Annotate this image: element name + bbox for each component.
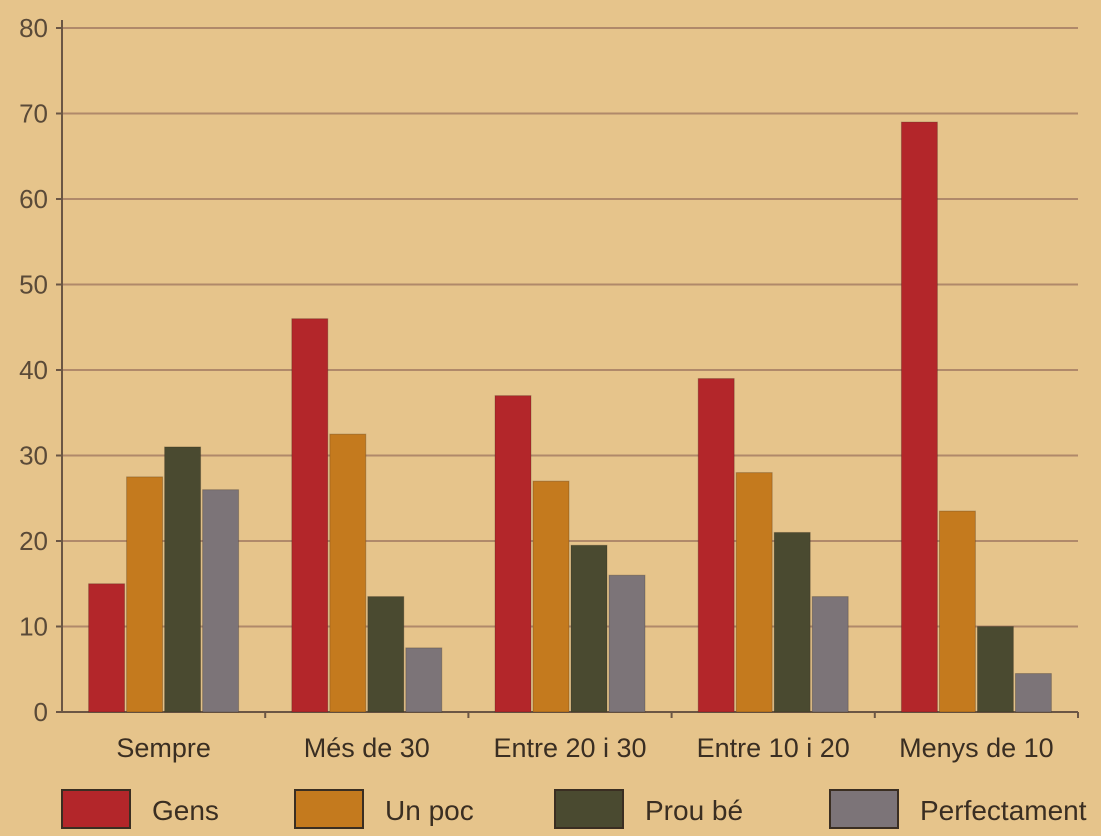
category-label: Menys de 10: [899, 733, 1054, 763]
y-tick-label: 40: [19, 355, 48, 385]
legend-label: Perfectament: [920, 795, 1087, 826]
bar-perfectament-2: [608, 574, 646, 713]
bar-prou-b--0: [164, 446, 202, 713]
bar-perfectament-3: [811, 596, 849, 713]
category-labels: Sempre Més de 30 Entre 20 i 30 Entre 10 i 2…: [116, 733, 1053, 763]
legend-swatch: [61, 789, 131, 829]
legend-label: Un poc: [385, 795, 474, 826]
bar-perfectament-1: [405, 647, 443, 713]
bar-un-poc-0: [126, 476, 164, 713]
bar-prou-b--2: [570, 544, 608, 713]
y-tick-label: 20: [19, 526, 48, 556]
category-label: Més de 30: [304, 733, 430, 763]
bar-perfectament-0: [202, 489, 240, 713]
bar-gens-2: [494, 395, 532, 713]
legend-label: Prou bé: [645, 795, 743, 826]
legend-item: Un poc: [294, 789, 474, 829]
legend-item: Prou bé: [554, 789, 743, 829]
y-tick-label: 80: [19, 13, 48, 43]
category-label: Sempre: [116, 733, 211, 763]
legend-swatch: [294, 789, 364, 829]
bar-gens-4: [900, 121, 938, 713]
y-tick-label: 10: [19, 612, 48, 642]
bar-un-poc-4: [938, 510, 976, 713]
y-tick-label: 60: [19, 184, 48, 214]
legend-swatch: [554, 789, 624, 829]
legend-item: Gens: [61, 789, 219, 829]
category-label: Entre 10 i 20: [697, 733, 850, 763]
bar-prou-b--3: [773, 531, 811, 713]
y-tick-label: 50: [19, 270, 48, 300]
bar-un-poc-1: [329, 433, 367, 713]
legend-item: Perfectament: [829, 789, 1087, 829]
bar-perfectament-4: [1014, 673, 1052, 713]
bar-prou-b--4: [976, 626, 1014, 713]
legend-label: Gens: [152, 795, 219, 826]
bar-un-poc-3: [735, 472, 773, 713]
bar-gens-3: [697, 378, 735, 713]
bar-un-poc-2: [532, 480, 570, 713]
legend-swatch: [829, 789, 899, 829]
legend: Gens Un poc Prou bé Perfectament: [61, 789, 1087, 829]
bar-gens-0: [88, 583, 126, 713]
category-label: Entre 20 i 30: [493, 733, 646, 763]
y-tick-label: 0: [34, 697, 48, 727]
bar-prou-b--1: [367, 596, 405, 713]
y-tick-label: 30: [19, 441, 48, 471]
bars: [88, 121, 1052, 713]
bar-gens-1: [291, 318, 329, 713]
y-tick-label: 70: [19, 99, 48, 129]
